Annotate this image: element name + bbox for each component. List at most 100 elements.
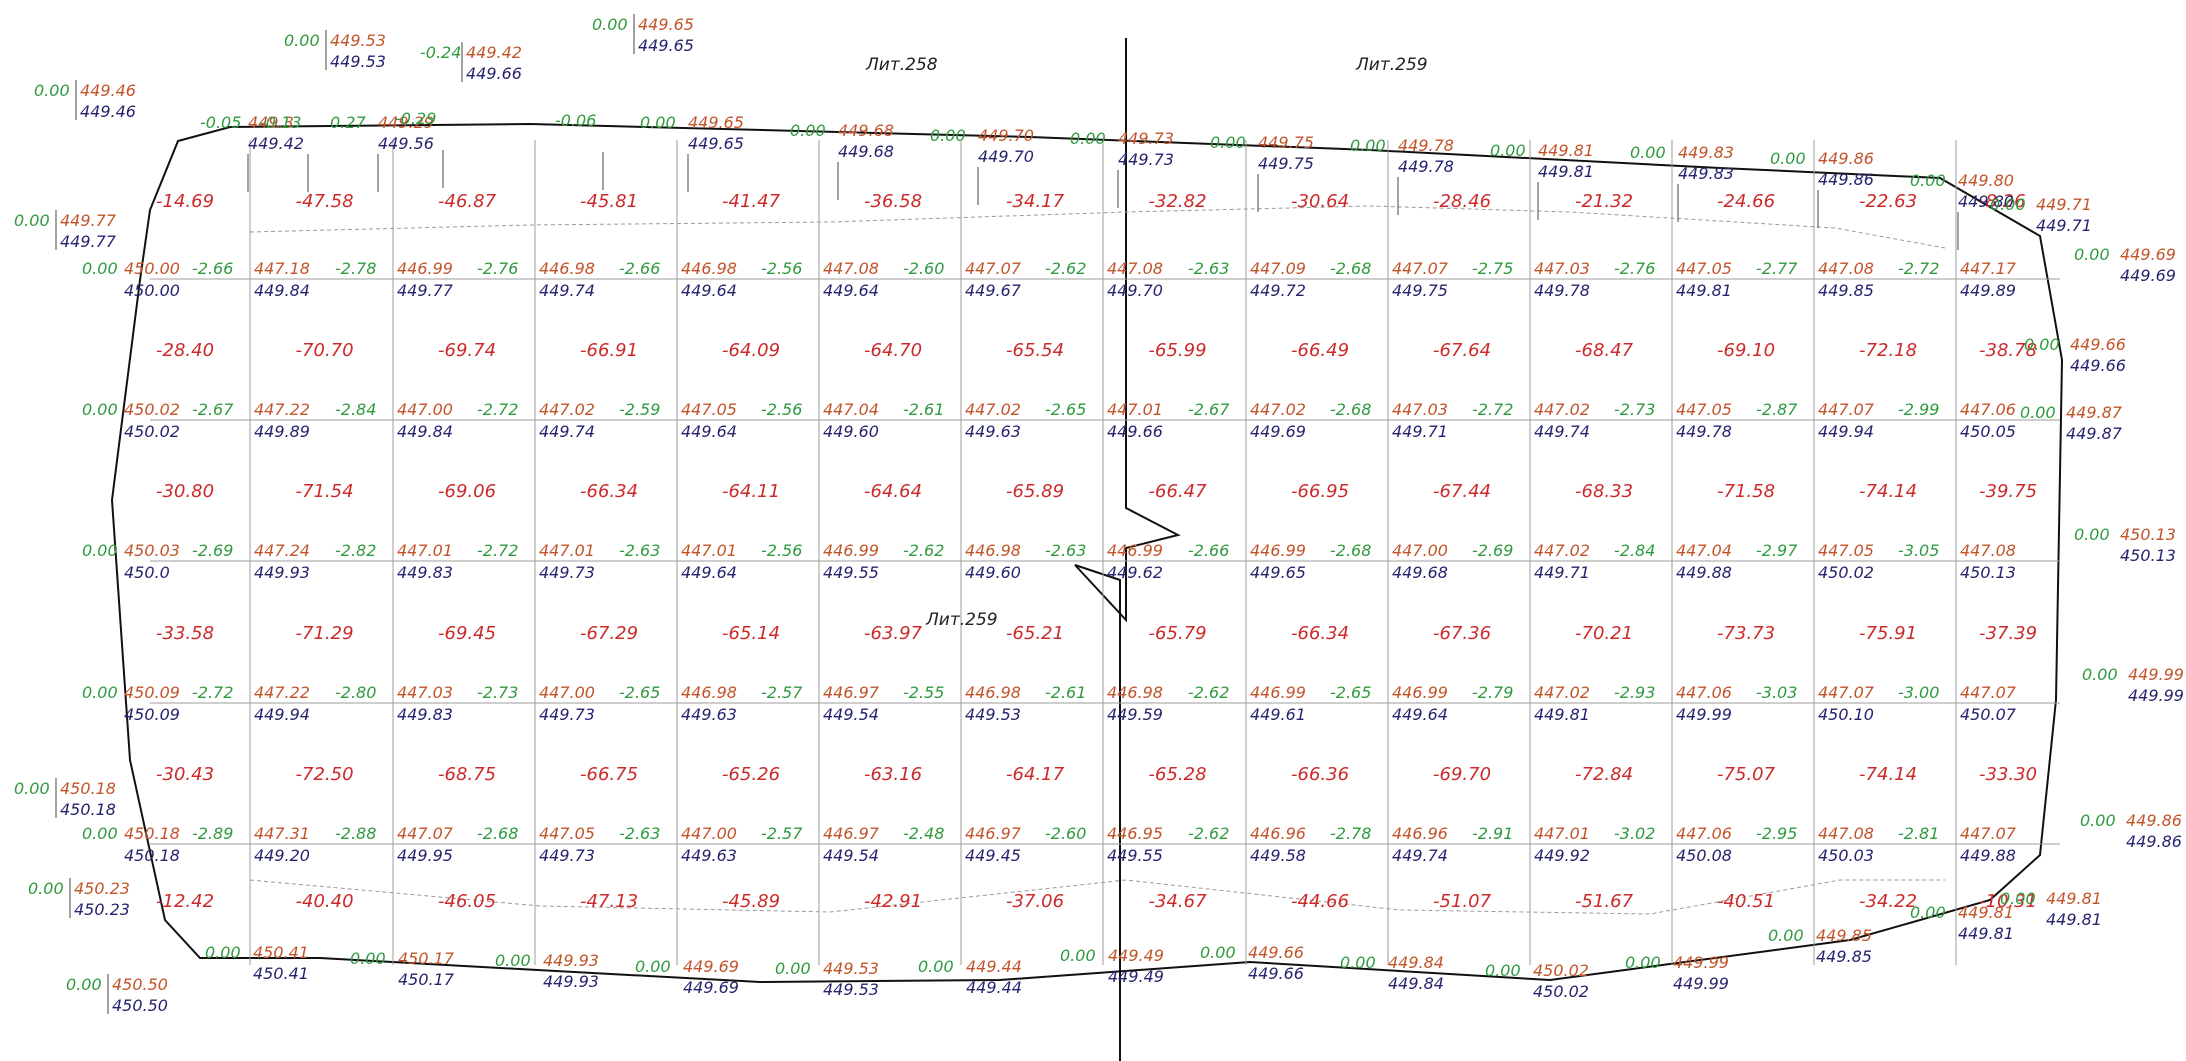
bottom-existing-label: 450.02 <box>1533 982 1589 1001</box>
work-mark-label: -2.60 <box>1045 824 1086 843</box>
top-existing-label: 449.73 <box>1118 150 1174 169</box>
work-mark-label: -2.82 <box>335 541 376 560</box>
cut-volume-label: -66.91 <box>580 340 638 361</box>
cut-volume-label: -66.95 <box>1291 481 1349 502</box>
callout-design-label: 450.18 <box>60 779 116 798</box>
callout-existing-label: 450.23 <box>74 900 130 919</box>
bottom-work-label: 0.00 <box>205 943 241 962</box>
callout-work-label: 0.00 <box>66 975 102 994</box>
cut-volume-label: -65.89 <box>1006 481 1064 502</box>
leader-lines <box>55 14 1959 1014</box>
top-design-label: 449.3 <box>248 113 294 132</box>
callout-design-label: 449.66 <box>2070 335 2126 354</box>
site-outline <box>110 122 2064 984</box>
top-existing-label: 449.42 <box>248 134 304 153</box>
existing-elevation-label: 449.59 <box>1107 705 1163 724</box>
work-mark-label: -2.73 <box>1614 400 1655 419</box>
bottom-work-label: 0.00 <box>1200 943 1236 962</box>
design-elevation-label: 447.07 <box>397 824 454 843</box>
top-work-label: -0.13 <box>260 113 301 132</box>
design-elevation-label: 447.07 <box>965 259 1022 278</box>
design-elevation-label: 447.02 <box>1534 541 1590 560</box>
work-mark-label: -2.72 <box>1898 259 1939 278</box>
existing-elevation-label: 449.54 <box>823 846 879 865</box>
existing-elevation-label: 449.74 <box>1534 422 1590 441</box>
top-design-label: 449.83 <box>1678 143 1734 162</box>
callout-design-label: 450.13 <box>2120 525 2176 544</box>
design-elevation-label: 447.22 <box>254 683 310 702</box>
existing-elevation-label: 449.71 <box>1534 563 1590 582</box>
callout-work-label: 0.00 <box>2080 811 2116 830</box>
existing-elevation-label: 450.13 <box>1960 563 2016 582</box>
top-work-label: -0.06 <box>555 111 596 130</box>
cut-volume-label: -38.78 <box>1979 340 2037 361</box>
cut-volume-label: -40.40 <box>296 891 354 912</box>
work-mark-label: -3.05 <box>1898 541 1939 560</box>
callout-work-label: 0.00 <box>14 779 50 798</box>
existing-elevation-label: 449.81 <box>1534 705 1590 724</box>
existing-elevation-label: 450.05 <box>1960 422 2016 441</box>
bottom-existing-label: 449.66 <box>1248 964 1304 983</box>
cut-volume-label: -74.14 <box>1859 764 1917 785</box>
cut-volume-label: -69.74 <box>438 340 496 361</box>
cut-volume-label: -66.47 <box>1149 481 1208 502</box>
callout-existing-label: 449.69 <box>2120 266 2176 285</box>
existing-elevation-label: 449.73 <box>539 563 595 582</box>
design-elevation-label: 447.17 <box>1960 259 2017 278</box>
cut-volume-label: -75.07 <box>1717 764 1776 785</box>
design-elevation-label: 447.08 <box>1960 541 2016 560</box>
cut-volume-label: -67.36 <box>1433 623 1491 644</box>
work-mark-label: -2.72 <box>192 683 233 702</box>
callout-existing-label: 449.81 <box>2046 910 2102 929</box>
top-work-label: 0.00 <box>640 113 676 132</box>
work-mark-label: -2.84 <box>1614 541 1655 560</box>
callout-work-label: 0.00 <box>1990 195 2026 214</box>
design-elevation-label: 446.98 <box>1107 683 1163 702</box>
cut-volume-label: -69.10 <box>1717 340 1775 361</box>
existing-elevation-label: 450.10 <box>1818 705 1874 724</box>
design-elevation-label: 447.03 <box>397 683 453 702</box>
work-mark-label: -2.59 <box>619 400 660 419</box>
work-mark-label: -2.73 <box>477 683 518 702</box>
cut-volume-label: -37.06 <box>1006 891 1064 912</box>
design-elevation-label: 447.01 <box>681 541 737 560</box>
callout-design-label: 449.69 <box>2120 245 2176 264</box>
callout-existing-label: 449.53 <box>330 52 386 71</box>
design-elevation-label: 447.00 <box>1392 541 1448 560</box>
top-existing-label: 449.86 <box>1818 170 1874 189</box>
callout-work-label: 0.00 <box>2000 889 2036 908</box>
design-elevation-label: 447.06 <box>1960 400 2016 419</box>
edge-design-label: 450.18 <box>124 824 180 843</box>
bottom-existing-label: 449.69 <box>683 978 739 997</box>
design-elevation-label: 446.98 <box>965 683 1021 702</box>
existing-elevation-label: 449.93 <box>254 563 310 582</box>
cut-volume-label: -42.91 <box>864 891 922 912</box>
existing-elevation-label: 449.20 <box>254 846 310 865</box>
callout-design-label: 449.86 <box>2126 811 2182 830</box>
design-elevation-label: 447.02 <box>539 400 595 419</box>
edge-existing-label: 450.18 <box>124 846 180 865</box>
work-mark-label: -2.48 <box>903 824 944 843</box>
cut-volume-label: -14.69 <box>156 191 214 212</box>
existing-elevation-label: 449.64 <box>823 281 879 300</box>
cut-volume-label: -28.46 <box>1433 191 1491 212</box>
existing-elevation-label: 449.74 <box>539 281 595 300</box>
work-mark-label: -2.61 <box>903 400 944 419</box>
work-mark-label: -2.80 <box>335 683 376 702</box>
design-elevation-label: 447.00 <box>539 683 595 702</box>
top-design-label: 449.29 <box>378 113 434 132</box>
top-work-label: 0.00 <box>1350 136 1386 155</box>
cut-volume-label: -45.81 <box>580 191 638 212</box>
cut-volume-label: -66.49 <box>1291 340 1349 361</box>
cut-volume-label: -47.58 <box>296 191 354 212</box>
work-mark-label: -3.02 <box>1614 824 1655 843</box>
design-elevation-label: 446.98 <box>965 541 1021 560</box>
existing-elevation-label: 449.95 <box>397 846 453 865</box>
cut-volume-label: -65.99 <box>1149 340 1207 361</box>
design-elevation-label: 446.98 <box>681 683 737 702</box>
work-mark-label: -2.68 <box>1330 259 1371 278</box>
callout-existing-label: 449.87 <box>2066 424 2123 443</box>
design-elevation-label: 447.01 <box>1107 400 1163 419</box>
label-lit259-mid: Лит.259 <box>925 610 998 630</box>
work-mark-label: -2.72 <box>477 400 518 419</box>
